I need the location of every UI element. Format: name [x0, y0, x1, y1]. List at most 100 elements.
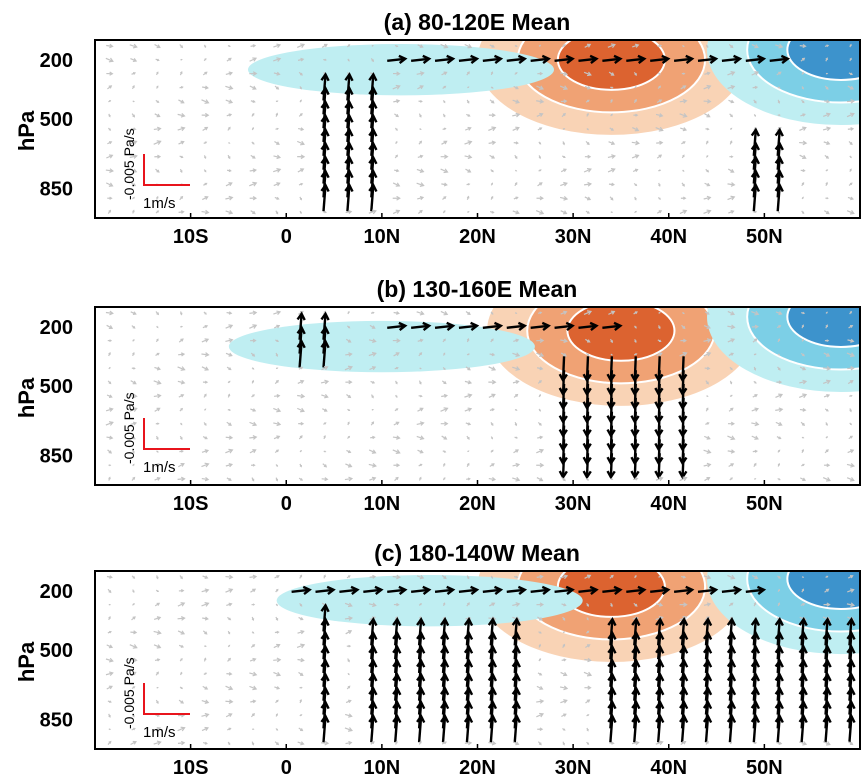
- wind-vector: [291, 585, 312, 595]
- wind-vector: [489, 99, 495, 104]
- wind-vector: [250, 408, 257, 412]
- wind-vector: [562, 155, 566, 159]
- wind-vector: [536, 112, 544, 117]
- wind-vector: [131, 182, 137, 187]
- wind-vector: [201, 99, 210, 104]
- wind-vector: [178, 210, 185, 214]
- wind-vector: [132, 603, 135, 606]
- wind-vector: [107, 700, 112, 703]
- wind-vector: [798, 393, 808, 399]
- wind-vector: [825, 181, 828, 187]
- wind-vector: [488, 126, 497, 132]
- wind-vector: [273, 421, 282, 427]
- wind-vector: [339, 585, 360, 595]
- wind-vector: [228, 142, 231, 144]
- contour-line: [746, 307, 860, 371]
- wind-vector: [201, 449, 210, 454]
- wind-vector: [201, 209, 210, 215]
- wind-vector: [153, 616, 162, 621]
- x-tick-label: 50N: [746, 493, 783, 515]
- wind-vector: [225, 352, 233, 357]
- wind-vector: [347, 672, 350, 676]
- wind-vector: [296, 643, 306, 649]
- wind-vector: [488, 477, 497, 482]
- wind-vector: [202, 630, 208, 635]
- wind-vector: [561, 44, 566, 48]
- wind-vector: [204, 645, 207, 648]
- wind-vector: [155, 71, 159, 76]
- wind-vector: [153, 126, 162, 132]
- wind-vector: [395, 140, 398, 145]
- wind-vector: [106, 324, 114, 329]
- wind-vector: [155, 352, 160, 356]
- wind-vector: [846, 352, 856, 358]
- wind-vector: [729, 477, 733, 481]
- wind-vector: [650, 54, 671, 64]
- wind-vector: [680, 85, 687, 90]
- wind-vector: [345, 352, 353, 357]
- wind-vector: [799, 407, 807, 412]
- wind-vector: [848, 741, 854, 746]
- wind-vector: [846, 112, 855, 118]
- wind-vector: [394, 44, 399, 48]
- wind-vector: [275, 339, 280, 343]
- wind-vector: [777, 99, 781, 104]
- wind-vector: [583, 71, 592, 77]
- wind-vector: [560, 352, 567, 357]
- wind-vector: [562, 616, 566, 621]
- wind-vector: [609, 741, 615, 745]
- wind-vector: [131, 476, 136, 481]
- wind-vector: [800, 421, 806, 426]
- wind-vector: [393, 99, 401, 104]
- wind-vector: [776, 741, 783, 746]
- wind-vector: [108, 113, 111, 118]
- wind-vector: [418, 603, 423, 606]
- wind-vector: [536, 99, 545, 104]
- wind-vector: [609, 338, 613, 344]
- wind-vector: [179, 168, 183, 174]
- wind-vector: [506, 54, 528, 64]
- wind-vector: [538, 44, 542, 47]
- wind-vector: [656, 602, 664, 607]
- wind-vector: [634, 210, 638, 214]
- wind-vector: [561, 603, 567, 607]
- panel-c-title: (c) 180-140W Mean: [374, 540, 580, 566]
- wind-vector: [179, 155, 184, 159]
- wind-vector: [536, 338, 545, 343]
- wind-vector: [180, 671, 183, 676]
- panel-b-ylabel: hPa: [14, 377, 39, 418]
- wind-vector: [512, 462, 521, 468]
- wind-vector: [394, 127, 398, 131]
- contour-line: [786, 307, 860, 348]
- wind-vector: [202, 616, 209, 621]
- wind-vector: [633, 602, 638, 607]
- panel-a-title: (a) 80-120E Mean: [384, 9, 571, 35]
- wind-vector: [392, 338, 401, 343]
- wind-vector: [250, 699, 257, 704]
- wind-vector: [344, 365, 353, 371]
- wind-vector: [626, 54, 647, 64]
- wind-vector: [848, 182, 853, 186]
- wind-vector: [153, 644, 162, 649]
- wind-vector: [578, 321, 599, 331]
- wind-vector: [392, 84, 401, 90]
- wind-vector: [130, 127, 137, 131]
- wind-vector: [489, 602, 496, 607]
- wind-vector: [323, 450, 327, 453]
- wind-vector: [727, 324, 736, 330]
- wind-vector: [156, 85, 159, 89]
- wind-vector: [202, 436, 208, 440]
- wind-vector: [536, 602, 545, 607]
- wind-vector: [345, 338, 352, 343]
- wind-vector: [609, 127, 615, 131]
- wind-vector: [658, 72, 661, 76]
- wind-vector: [705, 168, 710, 173]
- wind-vector: [849, 394, 853, 398]
- wind-vector: [177, 630, 186, 635]
- wind-vector: [704, 182, 711, 187]
- wind-vector: [799, 379, 808, 385]
- wind-vector: [847, 588, 855, 593]
- wind-vector: [440, 168, 449, 174]
- wind-vector: [299, 450, 303, 453]
- wind-vector: [155, 210, 160, 214]
